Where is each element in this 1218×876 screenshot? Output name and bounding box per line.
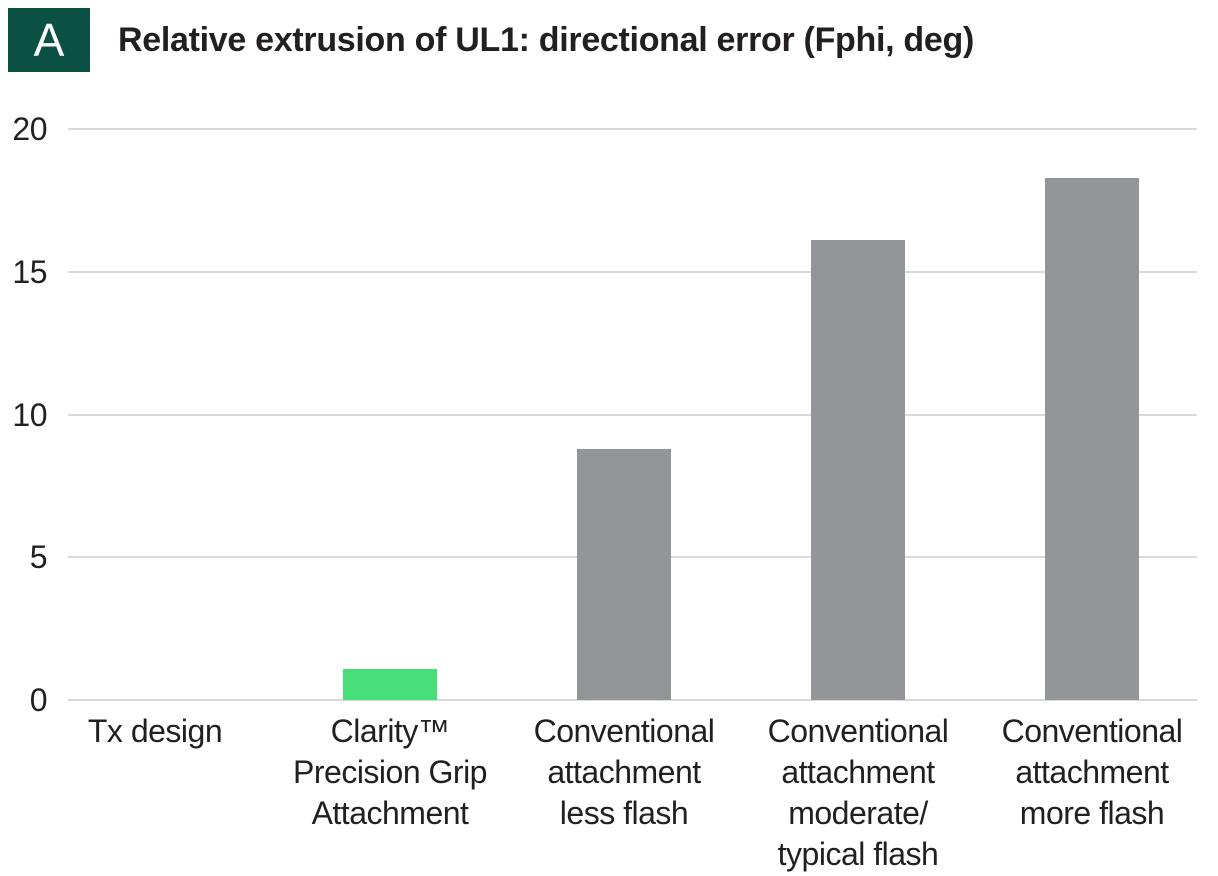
bar-standard <box>1045 177 1139 700</box>
panel-label-badge: A <box>8 8 90 72</box>
category-label-line: less flash <box>559 795 689 831</box>
y-axis-tick-label: 15 <box>12 253 47 290</box>
category-label-line: attachment <box>547 754 701 790</box>
gridline <box>68 699 1197 701</box>
category-label-line: Conventional <box>767 713 949 749</box>
category-label-line: Tx design <box>87 713 223 749</box>
category-label: Conventional attachment more flash <box>967 711 1217 834</box>
gridline <box>68 270 1197 273</box>
category-label: Conventional attachment moderate/typical f… <box>733 711 983 875</box>
y-axis-tick-label: 10 <box>12 396 47 433</box>
bar-standard <box>577 448 671 700</box>
y-axis-tick-label: 0 <box>29 682 48 718</box>
category-label-line: Attachment <box>311 795 469 831</box>
bar-highlight <box>343 668 437 700</box>
bar-standard <box>811 240 905 700</box>
category-label-line: attachment <box>1015 754 1169 790</box>
panel-label-text: A <box>33 14 65 66</box>
category-label-line: more flash <box>1019 795 1165 831</box>
category-label-line: attachment <box>781 754 935 790</box>
category-label-line: typical flash <box>777 836 939 872</box>
category-label-line: moderate/ <box>788 795 928 831</box>
category-label: Tx design <box>30 711 280 752</box>
gridline <box>68 128 1197 130</box>
gridline <box>68 413 1197 416</box>
category-label: Conventional attachment less flash <box>499 711 749 834</box>
category-label-line: Clarity™ <box>330 713 450 749</box>
chart-title: Relative extrusion of UL1: directional e… <box>118 21 974 59</box>
category-label-line: Conventional <box>1001 713 1183 749</box>
category-label-line: Precision Grip <box>293 754 487 790</box>
category-label: Clarity™ Precision Grip Attachment <box>265 711 515 834</box>
y-axis-tick-label: 20 <box>12 111 47 147</box>
category-label-line: Conventional <box>533 713 715 749</box>
y-axis-tick-label: 5 <box>29 539 48 576</box>
